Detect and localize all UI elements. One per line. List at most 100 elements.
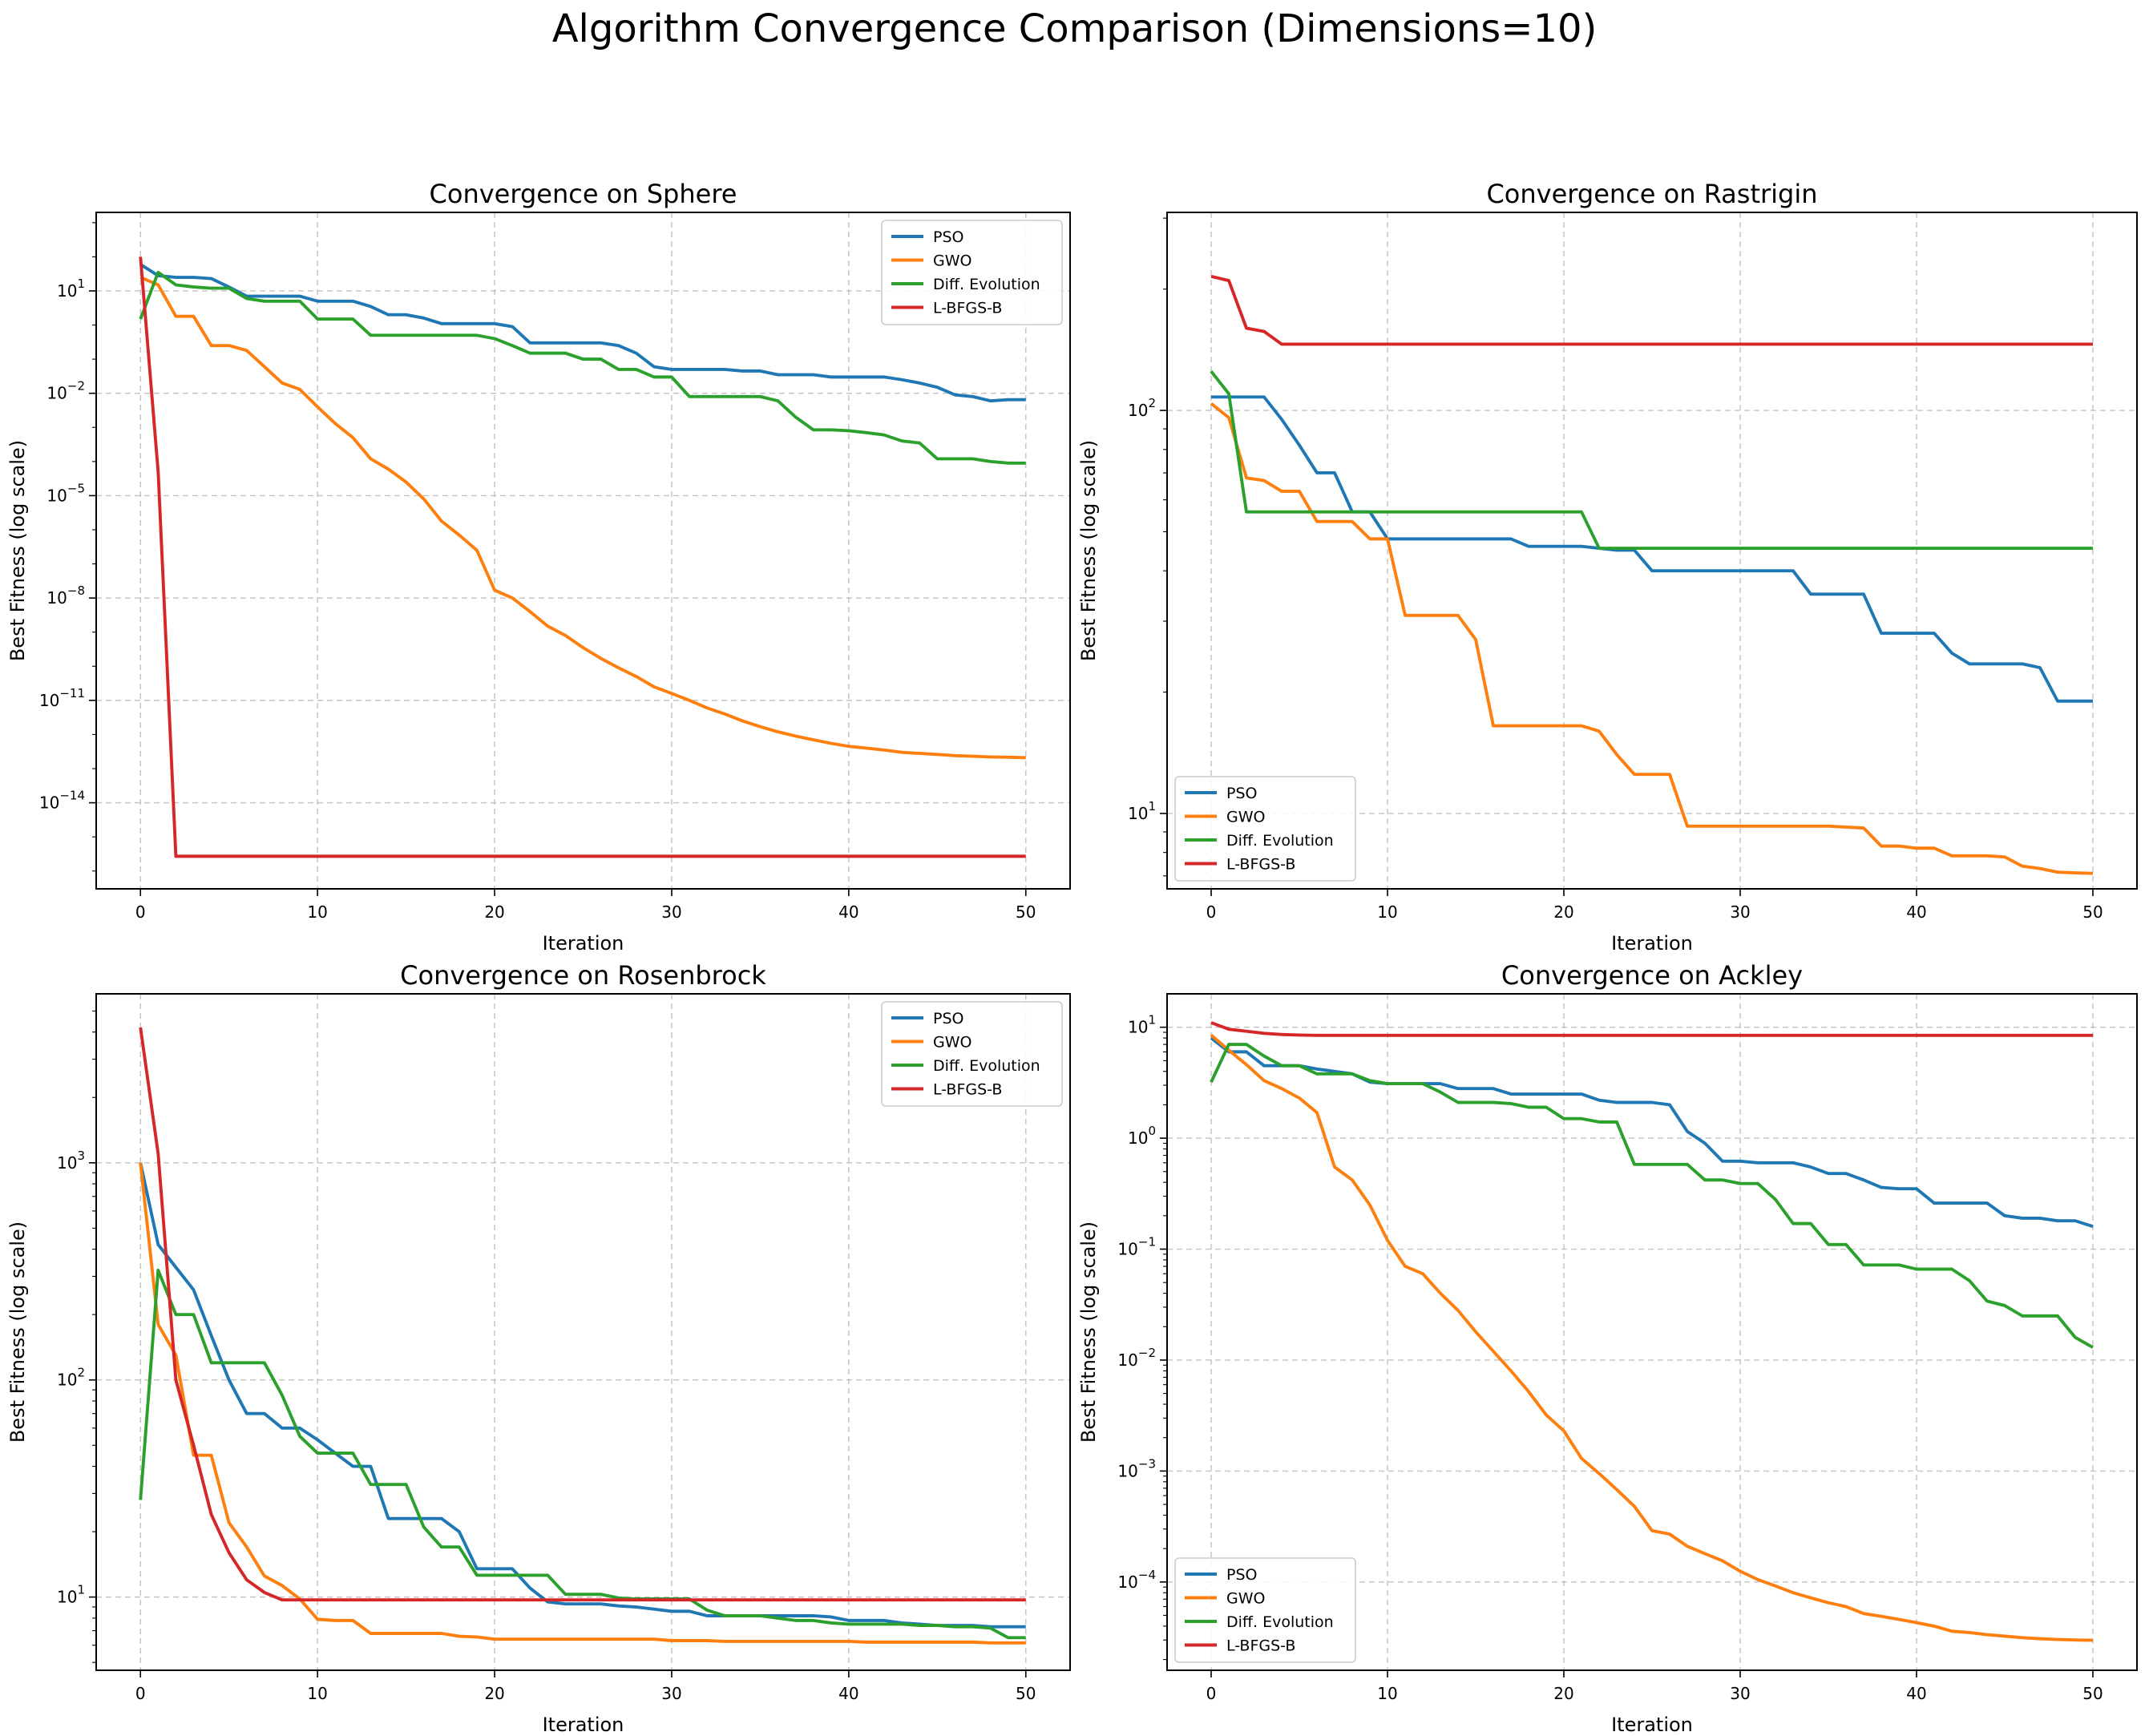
series-line-l-bfgs-b <box>1210 275 2093 346</box>
legend-label: Diff. Evolution <box>933 1057 1040 1075</box>
gridlines <box>96 994 1070 1670</box>
y-tick-label: 101 <box>57 1583 85 1607</box>
chart-title: Convergence on Sphere <box>430 179 737 209</box>
y-tick-label: 10−1 <box>1117 1235 1156 1259</box>
y-tick-label: 10−8 <box>46 583 85 608</box>
series-line-diff-evolution <box>1210 1043 2094 1349</box>
x-tick-label: 50 <box>1016 902 1036 922</box>
legend-label: Diff. Evolution <box>1226 832 1334 850</box>
x-tick-label: 20 <box>1553 902 1573 922</box>
x-tick-label: 20 <box>1553 1684 1573 1703</box>
x-tick-label: 0 <box>135 1684 146 1703</box>
axes-frame <box>1166 212 2138 890</box>
y-tick-label: 10−5 <box>46 481 85 505</box>
x-tick-label: 50 <box>1016 1684 1036 1703</box>
legend-label: Diff. Evolution <box>933 276 1040 293</box>
x-tick-label: 50 <box>2082 1684 2103 1703</box>
x-axis-label: Iteration <box>543 932 624 955</box>
x-tick-label: 30 <box>661 1684 681 1703</box>
y-axis-label: Best Fitness (log scale) <box>1077 440 1100 661</box>
y-tick-label: 100 <box>1128 1124 1156 1148</box>
x-tick-label: 0 <box>1206 902 1217 922</box>
chart-title: Convergence on Ackley <box>1501 960 1803 991</box>
y-tick-label: 103 <box>57 1149 85 1173</box>
y-tick-label: 10−4 <box>1117 1568 1156 1592</box>
y-tick-label: 10−2 <box>46 379 85 403</box>
gridlines <box>1167 212 2137 889</box>
y-tick-label: 10−2 <box>1117 1346 1156 1370</box>
x-axis-label: Iteration <box>1611 932 1693 955</box>
legend-label: GWO <box>933 252 971 270</box>
y-tick-label: 102 <box>1128 396 1156 420</box>
legend-label: PSO <box>933 228 963 246</box>
y-tick-label: 102 <box>57 1366 85 1390</box>
x-tick-label: 10 <box>1377 902 1397 922</box>
y-tick-label: 10−3 <box>1117 1456 1156 1480</box>
x-axis-label: Iteration <box>1611 1714 1693 1736</box>
x-tick-label: 40 <box>1906 1684 1926 1703</box>
y-axis-label: Best Fitness (log scale) <box>1077 1221 1100 1443</box>
y-tick-label: 10−14 <box>39 789 85 813</box>
x-tick-label: 20 <box>484 1684 504 1703</box>
series-line-diff-evolution <box>1210 370 2093 550</box>
x-tick-label: 50 <box>2082 902 2103 922</box>
legend-label: GWO <box>1226 809 1265 826</box>
series-line-l-bfgs-b <box>139 256 1026 858</box>
series-line-pso <box>139 263 1026 403</box>
x-tick-label: 30 <box>1730 902 1750 922</box>
legend: PSO GWO Diff. Evolution L-BFGS-B <box>1174 776 1356 882</box>
legend: PSO GWO Diff. Evolution L-BFGS-B <box>881 220 1063 325</box>
series-line-diff-evolution <box>139 270 1026 465</box>
legend-label: PSO <box>1226 785 1257 802</box>
y-tick-label: 101 <box>57 277 85 301</box>
gridlines <box>96 212 1070 889</box>
series-line-diff-evolution <box>139 1268 1026 1640</box>
x-tick-label: 20 <box>484 902 504 922</box>
chart-title: Convergence on Rosenbrock <box>400 960 766 991</box>
gridlines <box>1167 994 2137 1670</box>
x-tick-label: 10 <box>307 902 327 922</box>
legend-label: L-BFGS-B <box>933 300 1002 317</box>
series-line-pso <box>139 1162 1026 1629</box>
legend-label: L-BFGS-B <box>1226 1637 1295 1655</box>
series-line-gwo <box>139 276 1026 760</box>
series-line-gwo <box>1210 1033 2094 1642</box>
series-line-gwo <box>139 1162 1026 1645</box>
legend-label: GWO <box>933 1034 971 1052</box>
x-tick-label: 40 <box>1906 902 1926 922</box>
y-axis-label: Best Fitness (log scale) <box>6 440 29 661</box>
series-line-l-bfgs-b <box>1210 1021 2093 1037</box>
axes-frame <box>95 993 1071 1671</box>
legend: PSO GWO Diff. Evolution L-BFGS-B <box>1174 1557 1356 1663</box>
figure-title: Algorithm Convergence Comparison (Dimens… <box>551 6 1598 51</box>
series-line-pso <box>1210 1036 2094 1229</box>
series-line-gwo <box>1210 402 2094 875</box>
y-axis-label: Best Fitness (log scale) <box>6 1221 29 1443</box>
x-tick-label: 10 <box>307 1684 327 1703</box>
chart-title: Convergence on Rastrigin <box>1486 179 1817 209</box>
y-tick-label: 10−11 <box>39 686 85 710</box>
series-line-l-bfgs-b <box>139 1027 1026 1602</box>
x-tick-label: 40 <box>838 902 858 922</box>
legend-label: Diff. Evolution <box>1226 1613 1334 1631</box>
x-tick-label: 30 <box>661 902 681 922</box>
y-tick-label: 101 <box>1128 799 1156 823</box>
x-tick-label: 30 <box>1730 1684 1750 1703</box>
x-tick-label: 0 <box>135 902 146 922</box>
x-tick-label: 40 <box>838 1684 858 1703</box>
legend: PSO GWO Diff. Evolution L-BFGS-B <box>881 1001 1063 1107</box>
legend-label: L-BFGS-B <box>1226 856 1295 874</box>
axes-frame <box>1166 993 2138 1671</box>
x-tick-label: 0 <box>1206 1684 1217 1703</box>
legend-label: L-BFGS-B <box>933 1081 1002 1099</box>
axes-frame <box>95 212 1071 890</box>
legend-label: PSO <box>933 1010 963 1027</box>
legend-label: GWO <box>1226 1590 1265 1608</box>
x-tick-label: 10 <box>1377 1684 1397 1703</box>
legend-label: PSO <box>1226 1566 1257 1584</box>
y-tick-label: 101 <box>1128 1013 1156 1037</box>
